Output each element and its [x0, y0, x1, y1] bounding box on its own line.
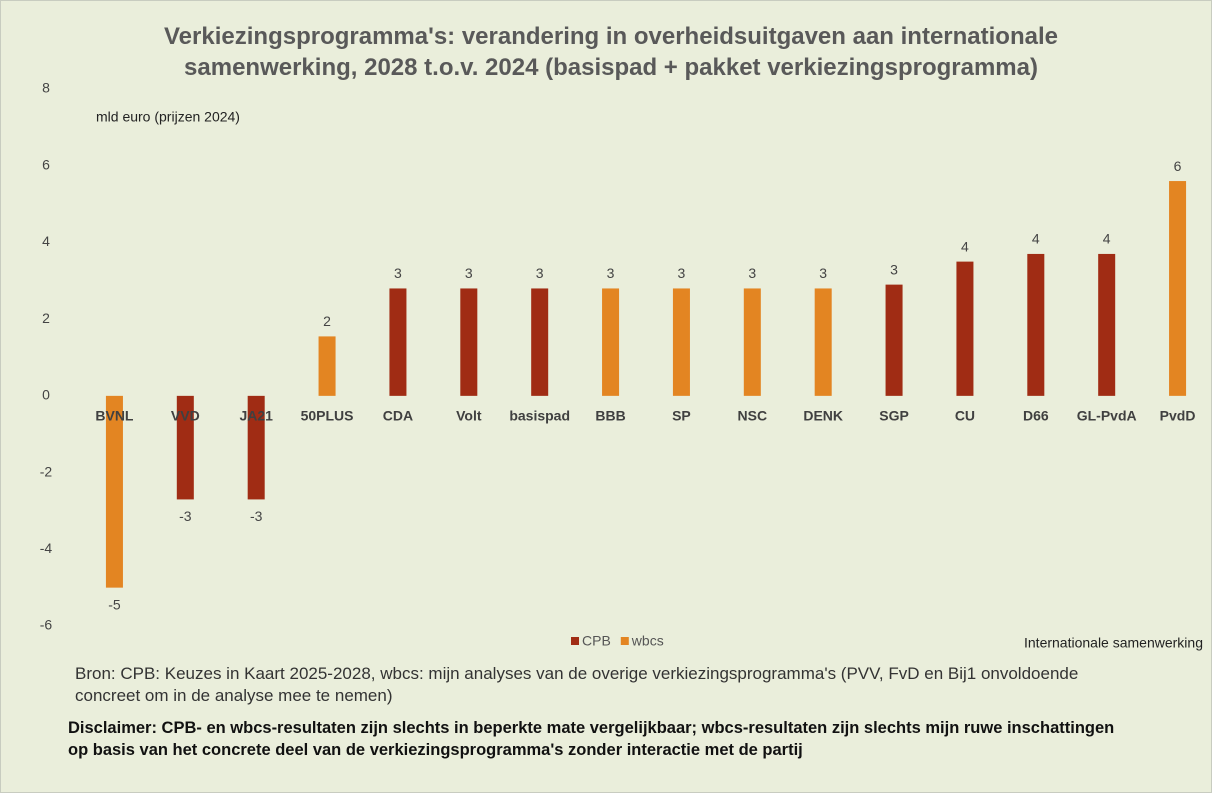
x-tick-label: D66 — [1023, 408, 1049, 424]
bar — [602, 288, 620, 396]
y-tick-label: -4 — [40, 540, 53, 556]
y-tick-label: 4 — [42, 233, 50, 249]
bar — [885, 284, 903, 396]
value-label: -5 — [108, 596, 121, 612]
y-axis-label: mld euro (prijzen 2024) — [96, 109, 240, 125]
bar — [247, 395, 265, 500]
bar — [460, 288, 478, 396]
legend-swatch — [571, 637, 579, 645]
bar — [672, 288, 690, 396]
x-tick-label: 50PLUS — [301, 408, 354, 424]
legend-swatch — [620, 637, 629, 645]
value-label: -3 — [179, 508, 192, 524]
value-label: 2 — [323, 313, 331, 329]
x-tick-label: BBB — [595, 408, 625, 424]
x-tick-label: SP — [672, 408, 691, 424]
bar — [743, 288, 761, 396]
value-label: 3 — [678, 265, 686, 281]
value-label: 3 — [394, 265, 402, 281]
x-tick-label: DENK — [803, 408, 843, 424]
x-tick-label: GL-PvdA — [1077, 408, 1137, 424]
x-tick-label: Volt — [456, 408, 482, 424]
value-label: 3 — [465, 265, 473, 281]
legend-label: CPB — [582, 633, 611, 649]
legend-label: wbcs — [631, 633, 664, 649]
y-tick-label: 2 — [42, 310, 50, 326]
bar — [176, 395, 194, 500]
x-tick-label: CU — [955, 408, 975, 424]
value-label: 3 — [748, 265, 756, 281]
x-tick-label: NSC — [738, 408, 768, 424]
y-tick-label: 0 — [42, 387, 50, 403]
x-tick-label: BVNL — [95, 408, 134, 424]
value-label: 4 — [1103, 231, 1111, 247]
x-tick-label: VVD — [171, 408, 200, 424]
value-label: 4 — [1032, 231, 1040, 247]
bar — [318, 336, 336, 396]
x-tick-label: CDA — [383, 408, 413, 424]
value-label: 6 — [1174, 158, 1182, 174]
bar — [1027, 253, 1045, 396]
value-label: 3 — [890, 261, 898, 277]
x-tick-label: basispad — [509, 408, 570, 424]
value-label: 3 — [607, 265, 615, 281]
x-tick-label: PvdD — [1160, 408, 1196, 424]
y-tick-label: 6 — [42, 156, 50, 172]
bar — [1169, 181, 1187, 396]
note: Internationale samenwerking — [1024, 635, 1203, 651]
value-label: 4 — [961, 238, 969, 254]
disclaimer-text: Disclaimer: CPB- en wbcs-resultaten zijn… — [68, 719, 1115, 759]
value-label: 3 — [536, 265, 544, 281]
x-tick-label: JA21 — [239, 408, 273, 424]
value-label: 3 — [819, 265, 827, 281]
bar — [389, 288, 407, 396]
bar — [1098, 253, 1116, 396]
x-tick-label: SGP — [879, 408, 909, 424]
bar — [105, 395, 123, 588]
bar — [956, 261, 974, 396]
source-text: Bron: CPB: Keuzes in Kaart 2025-2028, wb… — [75, 664, 1079, 705]
y-tick-label: 8 — [42, 80, 50, 96]
chart-title: Verkiezingsprogramma's: verandering in o… — [164, 23, 1058, 81]
y-tick-label: -2 — [40, 463, 53, 479]
bar — [814, 288, 832, 396]
bar — [531, 288, 549, 396]
value-label: -3 — [250, 508, 263, 524]
y-tick-label: -6 — [40, 617, 53, 633]
